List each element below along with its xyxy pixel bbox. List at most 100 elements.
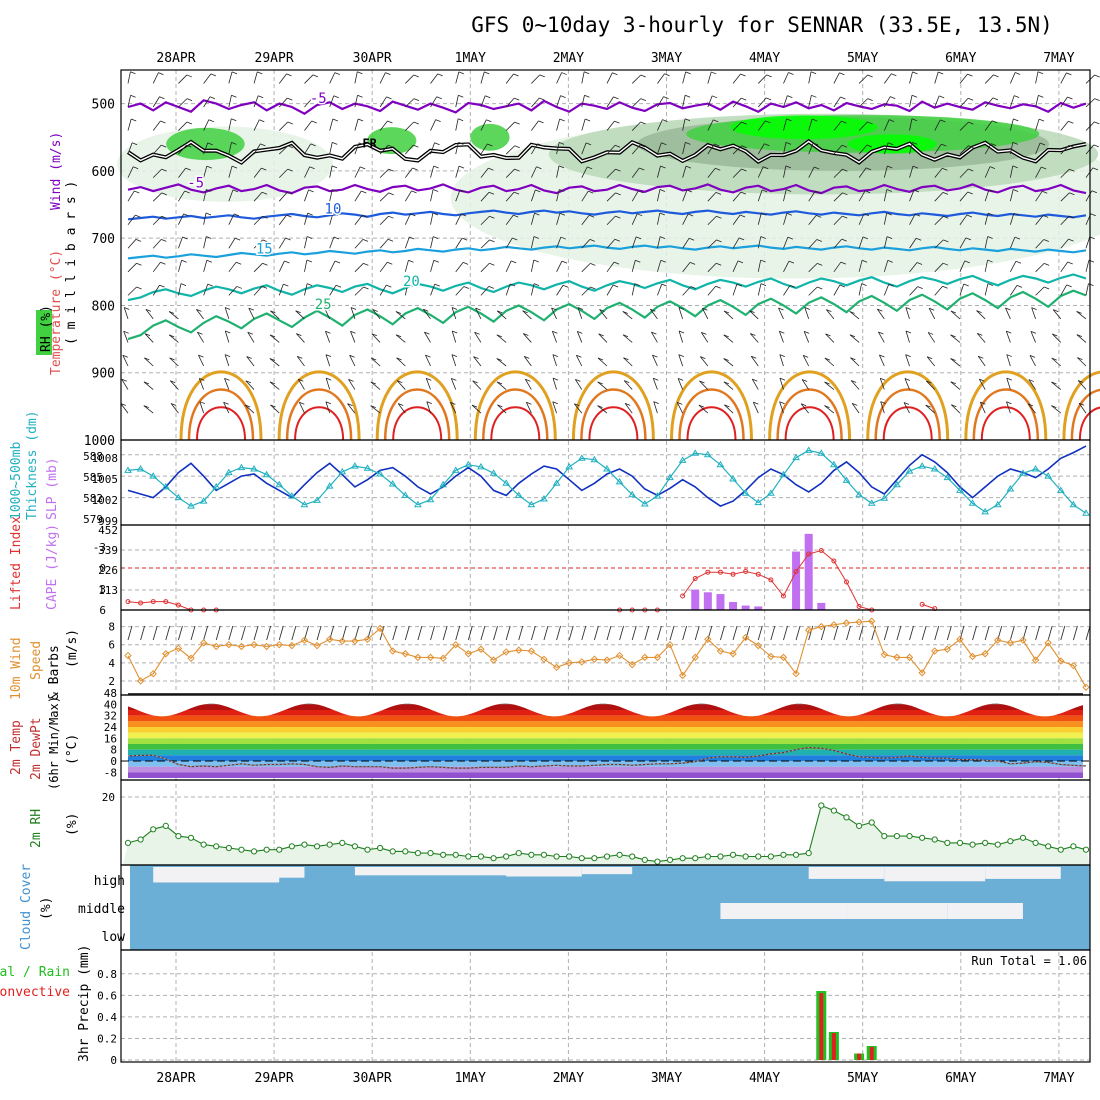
wind-barb-flag bbox=[886, 189, 892, 192]
wind-barb bbox=[531, 74, 541, 84]
wind-barb-flag bbox=[224, 377, 230, 381]
slp-marker bbox=[1031, 465, 1040, 472]
wind-barb bbox=[581, 286, 591, 296]
wind-barb bbox=[576, 355, 583, 367]
wind-barb-flag bbox=[325, 401, 332, 405]
wind-barb-flag bbox=[558, 141, 565, 145]
wind-barb bbox=[606, 120, 615, 131]
wind-barb-flag bbox=[749, 310, 755, 314]
slp-marker bbox=[540, 495, 548, 502]
wind-barb bbox=[430, 142, 435, 155]
wind-barb bbox=[278, 283, 284, 296]
pressure-tick: 600 bbox=[92, 165, 115, 180]
wind-barb bbox=[379, 284, 387, 296]
wind-barb bbox=[127, 118, 132, 131]
wind-barb bbox=[497, 404, 507, 414]
surface-wind-barb bbox=[177, 625, 183, 641]
wind-speed-marker bbox=[489, 656, 498, 664]
surface-wind-barb bbox=[820, 625, 826, 641]
wind-tick: 4 bbox=[108, 657, 115, 670]
wind-barb-flag bbox=[143, 381, 150, 385]
wind-barb-flag bbox=[525, 378, 531, 382]
wind-barb-flag bbox=[1069, 168, 1075, 172]
rh-shading bbox=[166, 127, 245, 161]
wind-speed-marker bbox=[779, 653, 788, 662]
wind-barb-flag bbox=[258, 95, 264, 99]
wind-barb-flag bbox=[124, 307, 130, 310]
wind-barb bbox=[909, 213, 916, 225]
wind-barb-flag bbox=[887, 259, 893, 263]
wind-barb-flag bbox=[659, 236, 666, 239]
temp-contour-label: -5 bbox=[187, 176, 204, 192]
surface-wind-barb bbox=[165, 625, 171, 641]
wind-barb-flag bbox=[533, 283, 540, 287]
wind-barb-flag bbox=[370, 381, 376, 385]
wind-barb-flag bbox=[312, 74, 319, 78]
date-label-bottom: 6MAY bbox=[945, 1071, 976, 1086]
slp-marker bbox=[477, 462, 485, 470]
date-label-top: 3MAY bbox=[651, 51, 682, 66]
date-label-top: 4MAY bbox=[749, 51, 780, 66]
surface-wind-barb bbox=[783, 625, 788, 641]
wind-barb bbox=[296, 356, 305, 367]
warm-contour bbox=[670, 370, 753, 441]
slp-tick: 1005 bbox=[92, 473, 119, 486]
wind-barb-flag bbox=[197, 331, 203, 335]
wind-barb-flag bbox=[539, 74, 545, 78]
wind-barb bbox=[707, 262, 717, 273]
rh-marker bbox=[767, 853, 774, 860]
date-label-bottom: 1MAY bbox=[455, 1071, 486, 1086]
wind-barb-flag bbox=[760, 283, 767, 287]
wind-speed-marker bbox=[641, 653, 649, 662]
wind-barb bbox=[552, 401, 557, 414]
wind-barb bbox=[354, 286, 364, 296]
wind-barb-flag bbox=[640, 121, 646, 125]
wind-barb-flag bbox=[715, 285, 721, 289]
wind-speed-marker bbox=[1019, 636, 1027, 644]
wind-barb-flag bbox=[825, 333, 831, 337]
surface-wind-barb bbox=[367, 625, 372, 641]
wind-barb-flag bbox=[760, 259, 766, 263]
surface-wind-barb bbox=[392, 625, 398, 641]
wind-barb-flag bbox=[287, 145, 294, 149]
rh-marker bbox=[994, 841, 1001, 848]
surface-wind-barb bbox=[795, 625, 801, 641]
temperature-tick: 24 bbox=[104, 721, 118, 734]
wind-barb bbox=[329, 260, 336, 272]
wind-barb bbox=[278, 145, 289, 155]
wind-barb bbox=[909, 238, 917, 249]
temperature-band bbox=[128, 732, 1083, 739]
wind-barb-flag bbox=[577, 307, 584, 310]
wind-speed-marker bbox=[401, 650, 410, 658]
precip-convective-label: Convective bbox=[0, 985, 70, 1000]
cloud-unit-label: (%) bbox=[39, 897, 54, 920]
wind-barb bbox=[928, 308, 936, 320]
warm-contour bbox=[874, 388, 941, 441]
wind-barb bbox=[757, 189, 763, 202]
wind-barb-flag bbox=[889, 119, 895, 122]
wind-barb-flag bbox=[584, 94, 590, 98]
wind-barb-flag bbox=[169, 357, 175, 361]
temperature-tick: 40 bbox=[104, 698, 117, 711]
wind-barb bbox=[329, 118, 334, 131]
wind-barb-flag bbox=[690, 286, 696, 289]
wind-speed-marker bbox=[288, 641, 296, 650]
wind-barb bbox=[1035, 166, 1042, 178]
wind-barb bbox=[430, 236, 434, 249]
wind-barb-flag bbox=[435, 119, 441, 123]
wind-barb-flag bbox=[513, 214, 519, 218]
slp-marker bbox=[943, 473, 952, 481]
wind-barb bbox=[379, 261, 388, 273]
slp-marker bbox=[1006, 485, 1015, 492]
wind-barb bbox=[757, 283, 762, 296]
wind-barb-flag bbox=[1031, 307, 1037, 310]
wind-barb-flag bbox=[489, 215, 495, 219]
wind-barb-flag bbox=[161, 144, 167, 148]
wind-barb bbox=[450, 378, 457, 390]
wind-barb-flag bbox=[209, 96, 216, 100]
wind-speed-marker bbox=[981, 650, 989, 658]
wind-barb-flag bbox=[1041, 166, 1047, 170]
wind-barb bbox=[934, 262, 944, 273]
wind-barb bbox=[752, 401, 759, 414]
wind-barb-flag bbox=[208, 119, 214, 123]
